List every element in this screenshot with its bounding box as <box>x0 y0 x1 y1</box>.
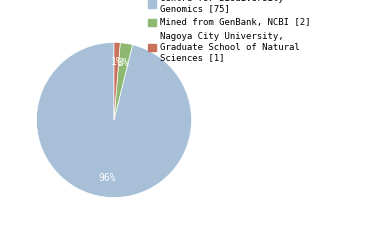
Wedge shape <box>114 43 133 120</box>
Text: 96%: 96% <box>98 173 116 183</box>
Text: 1%: 1% <box>111 57 122 67</box>
Wedge shape <box>36 42 192 198</box>
Text: 3%: 3% <box>117 58 129 68</box>
Legend: Centre for Biodiversity
Genomics [75], Mined from GenBank, NCBI [2], Nagoya City: Centre for Biodiversity Genomics [75], M… <box>146 0 313 64</box>
Wedge shape <box>114 42 120 120</box>
